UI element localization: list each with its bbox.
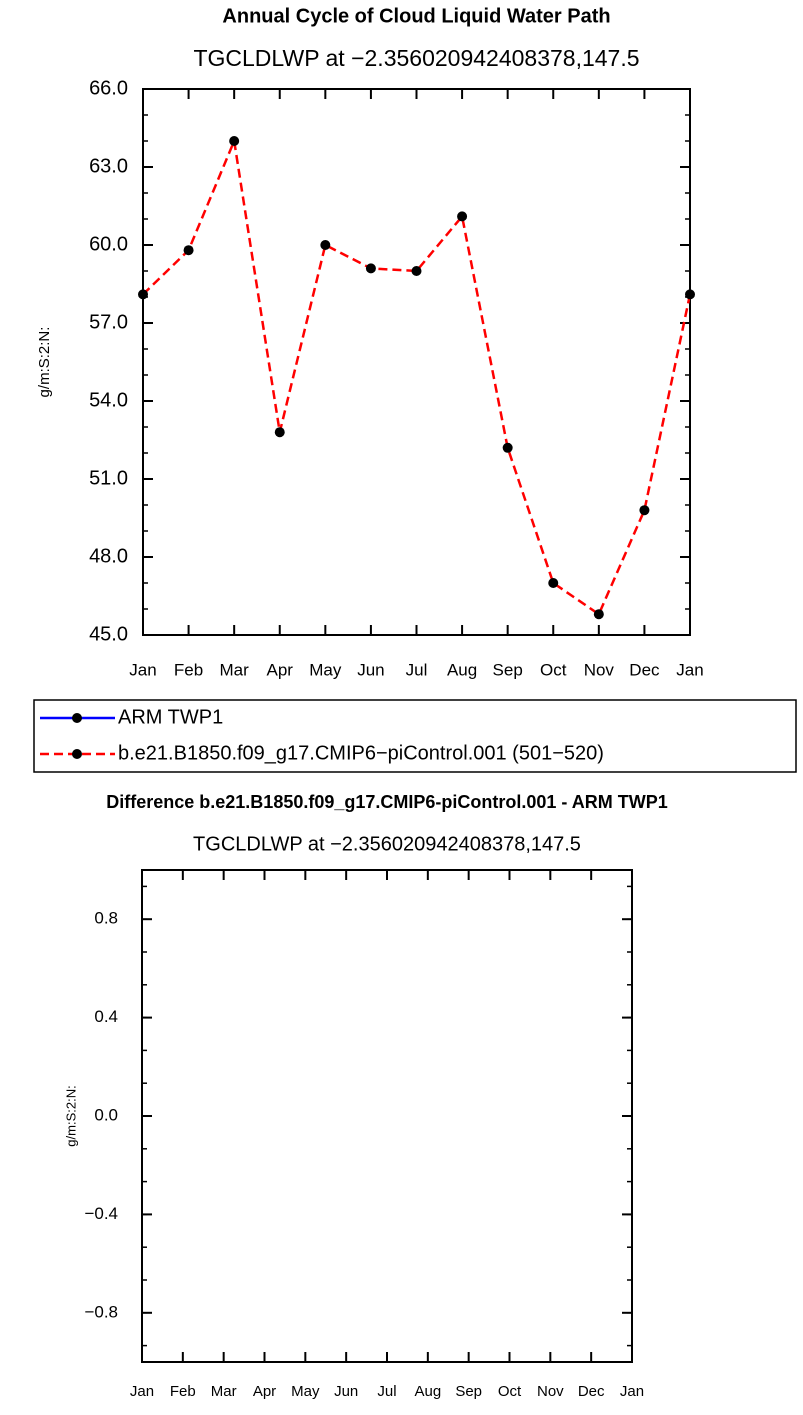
x-tick-label: Sep <box>493 660 523 679</box>
y-tick-label: 63.0 <box>89 155 128 177</box>
y-tick-label: 48.0 <box>89 545 128 567</box>
x-tick-label: May <box>291 1383 320 1400</box>
x-tick-label: Feb <box>174 660 203 679</box>
data-point <box>639 505 650 516</box>
chart-title: Annual Cycle of Cloud Liquid Water Path <box>222 5 610 27</box>
x-tick-label: Jan <box>620 1383 644 1400</box>
y-tick-label: 45.0 <box>89 623 128 645</box>
legend-label: b.e21.B1850.f09_g17.CMIP6−piControl.001 … <box>118 742 604 764</box>
x-tick-label: Aug <box>447 660 477 679</box>
x-tick-label: Mar <box>220 660 250 679</box>
x-tick-label: Oct <box>540 660 567 679</box>
x-tick-label: Jul <box>377 1383 396 1400</box>
data-point <box>502 442 513 453</box>
legend-marker <box>72 713 82 723</box>
y-tick-label: −0.4 <box>84 1204 118 1223</box>
x-tick-label: Jan <box>130 1383 154 1400</box>
series-line <box>142 136 692 617</box>
y-tick-label: 0.4 <box>94 1007 118 1026</box>
chart-title: Difference b.e21.B1850.f09_g17.CMIP6-piC… <box>106 792 668 812</box>
x-tick-label: Jun <box>334 1383 358 1400</box>
x-tick-label: Jun <box>357 660 384 679</box>
y-tick-label: 57.0 <box>89 311 128 333</box>
y-tick-label: 0.8 <box>94 909 118 928</box>
chart-subtitle: TGCLDLWP at −2.356020942408378,147.5 <box>193 45 639 71</box>
x-tick-label: Dec <box>578 1383 605 1400</box>
x-tick-label: Jan <box>129 660 156 679</box>
x-tick-label: Mar <box>211 1383 237 1400</box>
y-axis-label: g/m:S:2:N: <box>36 327 53 398</box>
plot-frame <box>141 869 633 1363</box>
x-tick-label: Feb <box>170 1383 196 1400</box>
data-point <box>320 240 331 250</box>
legend-label: ARM TWP1 <box>118 706 223 728</box>
x-tick-label: Apr <box>267 660 294 679</box>
data-point <box>548 578 559 588</box>
x-tick-label: Sep <box>455 1383 482 1400</box>
y-tick-label: 0.0 <box>94 1105 118 1124</box>
y-tick-label: 66.0 <box>89 77 128 99</box>
data-point <box>457 211 468 222</box>
legend-box <box>33 699 797 773</box>
x-tick-label: Oct <box>498 1383 522 1400</box>
data-point <box>593 609 604 620</box>
x-tick-label: Apr <box>253 1383 276 1400</box>
data-point <box>365 263 376 274</box>
chart-subtitle: TGCLDLWP at −2.356020942408378,147.5 <box>193 833 581 855</box>
data-point <box>138 289 148 300</box>
y-tick-label: 54.0 <box>89 389 128 411</box>
x-tick-label: Nov <box>584 660 615 679</box>
y-tick-label: 51.0 <box>89 467 128 489</box>
data-point <box>685 289 695 300</box>
y-tick-label: 60.0 <box>89 233 128 255</box>
x-tick-label: Dec <box>629 660 660 679</box>
x-tick-label: Nov <box>537 1383 564 1400</box>
data-point <box>411 266 422 276</box>
x-tick-label: Jan <box>676 660 703 679</box>
y-tick-label: −0.8 <box>84 1302 118 1321</box>
x-tick-label: Jul <box>406 660 428 679</box>
plot-frame <box>142 88 691 636</box>
data-point <box>274 427 285 438</box>
legend-marker <box>72 749 82 759</box>
data-point <box>229 136 240 146</box>
x-tick-label: May <box>309 660 342 679</box>
y-axis-label: g/m:S:2:N: <box>63 1085 78 1146</box>
data-point <box>183 245 194 256</box>
x-tick-label: Aug <box>414 1383 441 1400</box>
